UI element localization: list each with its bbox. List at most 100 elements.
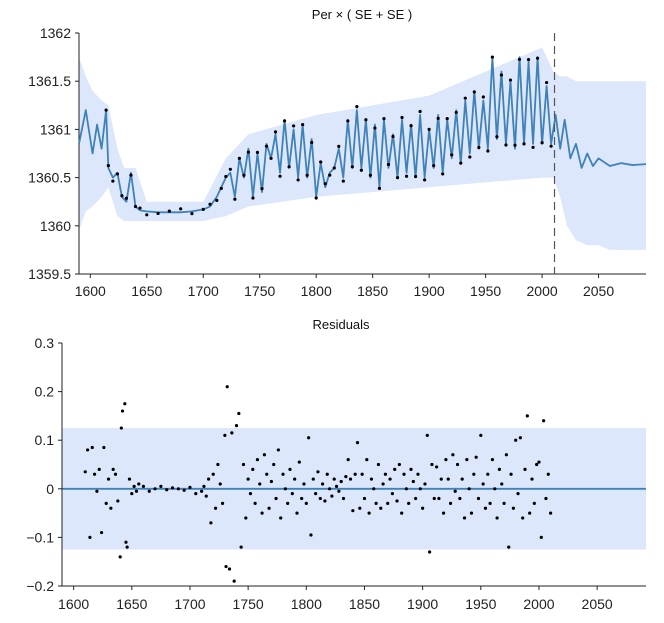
residual-point: [265, 472, 269, 476]
residual-point: [194, 492, 198, 496]
residual-point: [132, 484, 136, 488]
residual-point: [113, 472, 118, 476]
residual-point: [248, 492, 253, 496]
observation-point: [106, 164, 110, 168]
observation-point: [490, 55, 494, 59]
observation-point: [386, 162, 391, 167]
residual-point: [211, 472, 215, 476]
residual-point: [537, 460, 541, 464]
residual-point: [327, 487, 332, 491]
residual-point: [295, 511, 299, 515]
residual-point: [421, 506, 425, 510]
residual-point: [83, 470, 87, 474]
x-tick-label: 1900: [414, 283, 445, 299]
residual-point: [483, 506, 488, 510]
residual-point: [232, 579, 236, 583]
residual-point: [95, 489, 99, 493]
residual-point: [383, 472, 388, 476]
residual-point: [428, 550, 432, 554]
residual-point: [486, 472, 490, 476]
observation-point: [179, 207, 183, 211]
residual-point: [97, 467, 101, 471]
observation-point: [549, 144, 553, 148]
residual-point: [453, 489, 457, 493]
residual-point: [216, 462, 220, 467]
residual-point: [446, 477, 450, 481]
residual-point: [386, 501, 390, 505]
x-tick-label: 2050: [582, 596, 613, 612]
residual-point: [532, 501, 536, 505]
residual-point: [351, 509, 355, 513]
residual-point: [176, 487, 180, 491]
observation-point: [208, 202, 212, 206]
observation-point: [413, 174, 418, 179]
residual-point: [497, 467, 502, 471]
observation-point: [499, 73, 504, 77]
residual-point: [493, 487, 497, 491]
observation-point: [373, 126, 377, 130]
residual-point: [535, 462, 539, 467]
residual-point: [109, 506, 113, 510]
observation-point: [545, 80, 549, 85]
observation-point: [255, 150, 260, 154]
observation-point: [292, 124, 296, 128]
residual-point: [125, 545, 129, 549]
x-tick-label: 1800: [301, 283, 332, 299]
residual-point: [237, 411, 241, 416]
residual-point: [120, 409, 125, 413]
observation-point: [450, 153, 454, 157]
residual-point: [416, 472, 420, 476]
residual-point: [490, 458, 495, 462]
observation-point: [115, 172, 120, 176]
x-tick-label: 1850: [357, 283, 388, 299]
observation-point: [432, 164, 436, 168]
observation-point: [368, 173, 373, 177]
observation-point: [145, 213, 149, 217]
residual-point: [444, 458, 448, 462]
y-tick-label: 0.1: [35, 432, 55, 448]
residual-point: [279, 516, 283, 520]
residual-point: [476, 496, 481, 501]
residual-point: [244, 516, 248, 520]
residual-point: [141, 484, 146, 488]
residual-point: [106, 477, 111, 481]
x-tick-label: 1950: [465, 596, 496, 612]
residual-point: [523, 467, 527, 471]
residual-point: [116, 499, 120, 503]
observation-point: [301, 122, 305, 127]
observation-point: [404, 174, 409, 178]
residual-point: [495, 516, 499, 520]
residual-point: [355, 441, 360, 445]
residual-point: [225, 385, 229, 389]
residual-point: [290, 492, 294, 496]
residual-point: [376, 462, 381, 467]
x-tick-label: 1650: [116, 596, 147, 612]
observation-point: [167, 209, 171, 213]
residual-point: [202, 484, 206, 488]
observation-point: [454, 110, 458, 115]
observation-point: [355, 105, 359, 109]
observation-point: [129, 173, 133, 177]
observation-point: [504, 143, 508, 147]
x-tick-label: 1900: [407, 596, 438, 612]
residual-point: [344, 475, 348, 479]
residual-point: [472, 472, 476, 476]
residual-point: [372, 487, 376, 491]
residual-point: [467, 487, 471, 491]
residual-point: [332, 477, 336, 481]
forecast-chart: 1359.5 1360 1360.5 1361 1361.5 1362 1600 1650 17…: [28, 25, 647, 299]
residual-point: [341, 496, 346, 501]
residual-point: [521, 516, 525, 520]
residual-point: [320, 482, 325, 486]
residual-point: [458, 496, 462, 501]
observation-point: [486, 149, 490, 153]
residual-point: [200, 489, 204, 493]
residual-point: [230, 431, 234, 435]
residual-point: [286, 501, 290, 505]
residual-point: [507, 545, 511, 549]
y-tick-label: 0.2: [35, 384, 55, 400]
residual-point: [325, 472, 329, 476]
residual-point: [353, 472, 357, 476]
residual-point: [474, 455, 478, 459]
